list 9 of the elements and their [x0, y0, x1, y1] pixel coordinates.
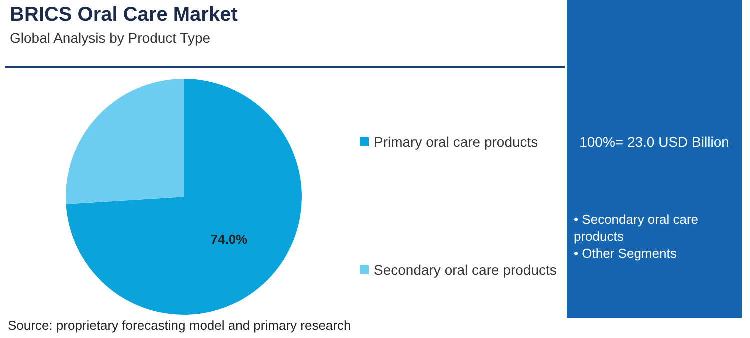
chart-subtitle: Global Analysis by Product Type	[10, 30, 211, 46]
chart-title: BRICS Oral Care Market	[10, 4, 238, 27]
text: • Other Segments	[574, 245, 678, 262]
text: • Secondary oral care products	[574, 211, 700, 245]
legend-label: Primary oral care products	[374, 134, 538, 150]
legend-label: Secondary oral care products	[374, 262, 557, 278]
text: 100%= 23.0 USD Billion	[578, 134, 730, 150]
data-label: 74.0%	[210, 232, 248, 247]
source-note: Source: proprietary forecasting model and primary research	[8, 318, 352, 333]
